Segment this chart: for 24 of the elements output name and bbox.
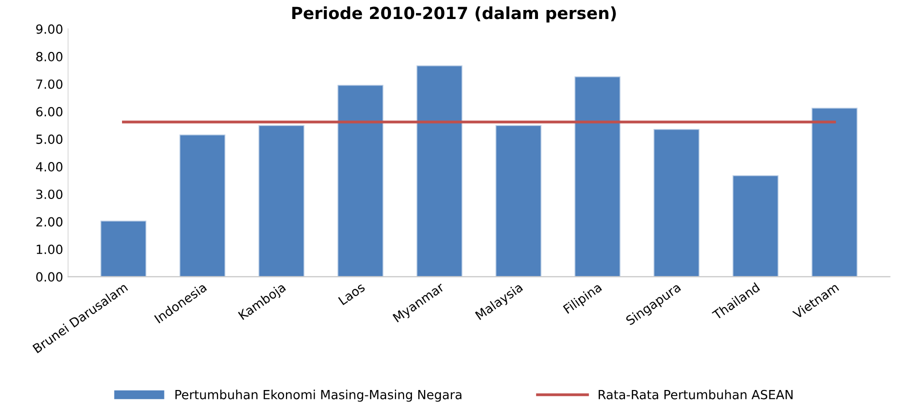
chart-title: Periode 2010-2017 (dalam persen) [292,6,616,23]
y-tick-label: 9.00 [36,24,62,34]
bar [574,76,620,277]
bar [338,84,384,277]
y-tick-label: 5.00 [36,134,62,144]
bar [100,220,146,277]
y-tick-label: 4.00 [36,162,62,172]
y-tick-label: 0.00 [36,272,62,282]
bar [496,125,542,277]
legend-label: Pertumbuhan Ekonomi Masing-Masing Negara [175,390,462,402]
y-tick-label: 1.00 [36,244,62,254]
legend-label: Rata-Rata Pertumbuhan ASEAN [598,390,793,400]
bar [654,128,700,277]
bar [258,125,304,277]
bar [179,134,226,277]
y-tick-label: 6.00 [36,106,62,116]
y-tick-label: 8.00 [36,52,62,62]
bar [812,108,858,277]
bar [416,65,462,277]
bar [732,175,778,277]
x-tick-label: Laos [338,282,366,306]
y-tick-label: 3.00 [36,190,62,200]
y-tick-label: 7.00 [36,79,62,89]
y-tick-label: 2.00 [36,217,62,227]
